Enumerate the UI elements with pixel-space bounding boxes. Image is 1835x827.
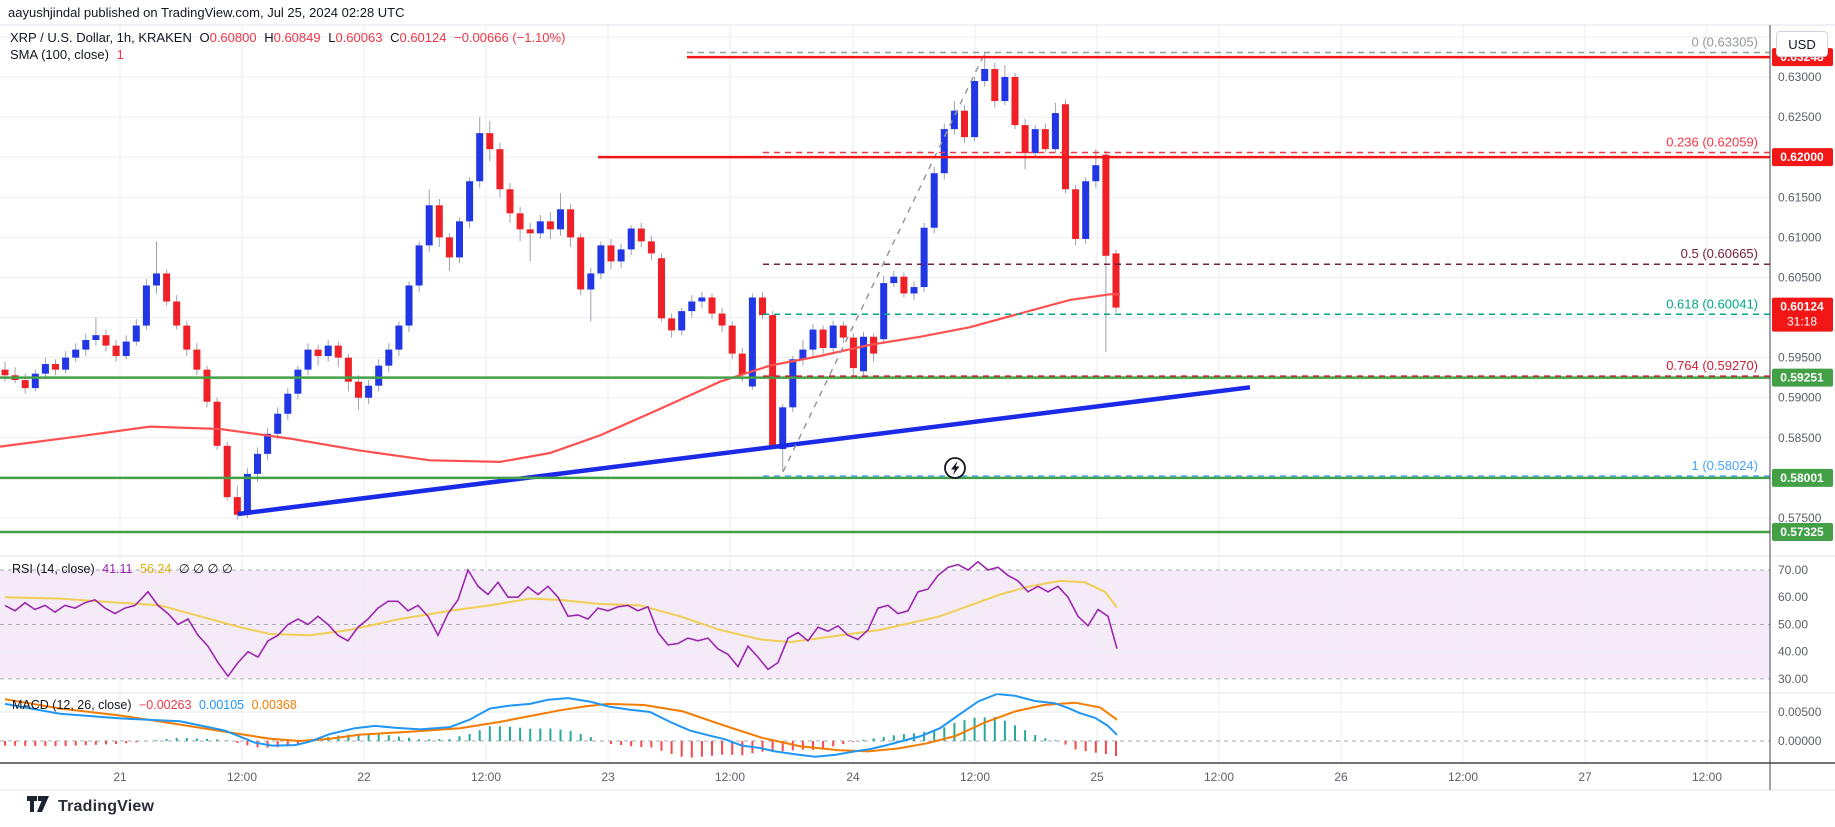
svg-text:1 (0.58024): 1 (0.58024) [1692,458,1759,473]
sma-value: 1 [116,47,124,62]
rsi-empty-values: ∅ ∅ ∅ ∅ [178,562,233,576]
currency-toggle-button[interactable]: USD [1776,31,1828,57]
svg-text:40.00: 40.00 [1778,645,1808,659]
separators [0,24,1835,791]
macd-signal-value: 0.00368 [251,698,297,712]
rsi-lines [4,560,1118,678]
svg-text:0.61500: 0.61500 [1778,190,1822,204]
rsi-label: RSI (14, close) [12,562,95,576]
horizontal-levels [0,55,1770,534]
svg-text:25: 25 [1090,770,1104,784]
svg-text:0.58001: 0.58001 [1780,471,1824,485]
macd-histogram-value: −0.00263 [138,698,192,712]
ohlc-low-value: 0.60063 [335,30,383,45]
sma-label: SMA (100, close) [10,47,109,62]
svg-text:0.00500: 0.00500 [1778,705,1822,719]
svg-text:21: 21 [113,770,127,784]
svg-text:0.59251: 0.59251 [1780,371,1824,385]
fib-levels: 0 (0.63305) 0.236 (0.62059) 0.5 (0.60665) 0… [687,35,1770,477]
price-badges: 0.632480.620000.592510.580010.573250.601… [1772,48,1833,542]
svg-text:0.60124: 0.60124 [1780,300,1824,314]
macd-histogram [4,717,1117,758]
svg-text:50.00: 50.00 [1778,617,1808,631]
svg-text:31:18: 31:18 [1787,315,1817,329]
svg-text:0.00000: 0.00000 [1778,734,1822,748]
svg-text:0.63000: 0.63000 [1778,70,1822,84]
svg-text:0.618 (0.60041): 0.618 (0.60041) [1666,296,1758,311]
macd-legend[interactable]: MACD (12, 26, close) −0.00263 0.00105 0.… [12,698,297,712]
symbol-title: XRP / U.S. Dollar, 1h, KRAKEN [10,30,192,45]
svg-text:0.62500: 0.62500 [1778,110,1822,124]
svg-text:12:00: 12:00 [1204,770,1234,784]
ohlc-high-key: H [264,30,274,45]
tradingview-logo-icon [26,794,50,819]
svg-text:0 (0.63305): 0 (0.63305) [1692,35,1759,50]
svg-text:12:00: 12:00 [715,770,745,784]
svg-text:70.00: 70.00 [1778,563,1808,577]
svg-text:27: 27 [1578,770,1592,784]
svg-text:22: 22 [357,770,371,784]
ohlc-low-key: L [328,30,336,45]
svg-text:12:00: 12:00 [1448,770,1478,784]
svg-text:12:00: 12:00 [227,770,257,784]
svg-text:0.236 (0.62059): 0.236 (0.62059) [1666,134,1758,149]
symbol-legend[interactable]: XRP / U.S. Dollar, 1h, KRAKEN O0.60800 H… [10,30,565,45]
rsi-legend[interactable]: RSI (14, close) 41.11 56.24 ∅ ∅ ∅ ∅ [12,561,233,576]
svg-text:12:00: 12:00 [471,770,501,784]
svg-text:0.62000: 0.62000 [1780,150,1824,164]
svg-text:0.57500: 0.57500 [1778,511,1822,525]
macd-lines [4,692,1118,758]
macd-line-value: 0.00105 [198,698,245,712]
rsi-ma-value: 56.24 [140,562,172,576]
footer-brand[interactable]: TradingView [26,794,154,819]
svg-text:26: 26 [1334,770,1348,784]
svg-text:60.00: 60.00 [1778,590,1808,604]
svg-text:0.59500: 0.59500 [1778,351,1822,365]
ohlc-high-value: 0.60849 [273,30,321,45]
candles [1,52,1120,520]
macd-label: MACD (12, 26, close) [12,698,132,712]
published-line: aayushjindal published on TradingView.co… [8,5,405,20]
svg-text:0.58500: 0.58500 [1778,431,1822,445]
svg-text:0.61000: 0.61000 [1778,230,1822,244]
svg-text:0.764 (0.59270): 0.764 (0.59270) [1666,358,1758,373]
svg-text:30.00: 30.00 [1778,672,1808,686]
svg-text:23: 23 [601,770,615,784]
svg-text:0.60500: 0.60500 [1778,270,1822,284]
support-trendline [237,385,1251,517]
rsi-value: 41.11 [102,562,133,576]
svg-text:0.5 (0.60665): 0.5 (0.60665) [1681,246,1758,261]
axis-labels: 0.63000 0.62500 0.61500 0.61000 0.60500 0.595… [113,70,1821,784]
sma-legend[interactable]: SMA (100, close) 1 [10,47,124,62]
svg-text:24: 24 [846,770,860,784]
ohlc-close-value: 0.60124 [399,30,447,45]
sma-line [0,293,1120,464]
svg-text:0.57325: 0.57325 [1780,525,1824,539]
svg-text:12:00: 12:00 [960,770,990,784]
ohlc-close-key: C [390,30,400,45]
svg-text:12:00: 12:00 [1692,770,1722,784]
fib-baseline [782,52,986,473]
svg-text:0.59000: 0.59000 [1778,391,1822,405]
change-value: −0.00666 (−1.10%) [454,30,566,45]
last-price-badge [1772,297,1833,332]
ohlc-open-key: O [199,30,210,45]
brand-name: TradingView [58,797,155,815]
lightning-marker [944,457,966,479]
ohlc-open-value: 0.60800 [209,30,257,45]
